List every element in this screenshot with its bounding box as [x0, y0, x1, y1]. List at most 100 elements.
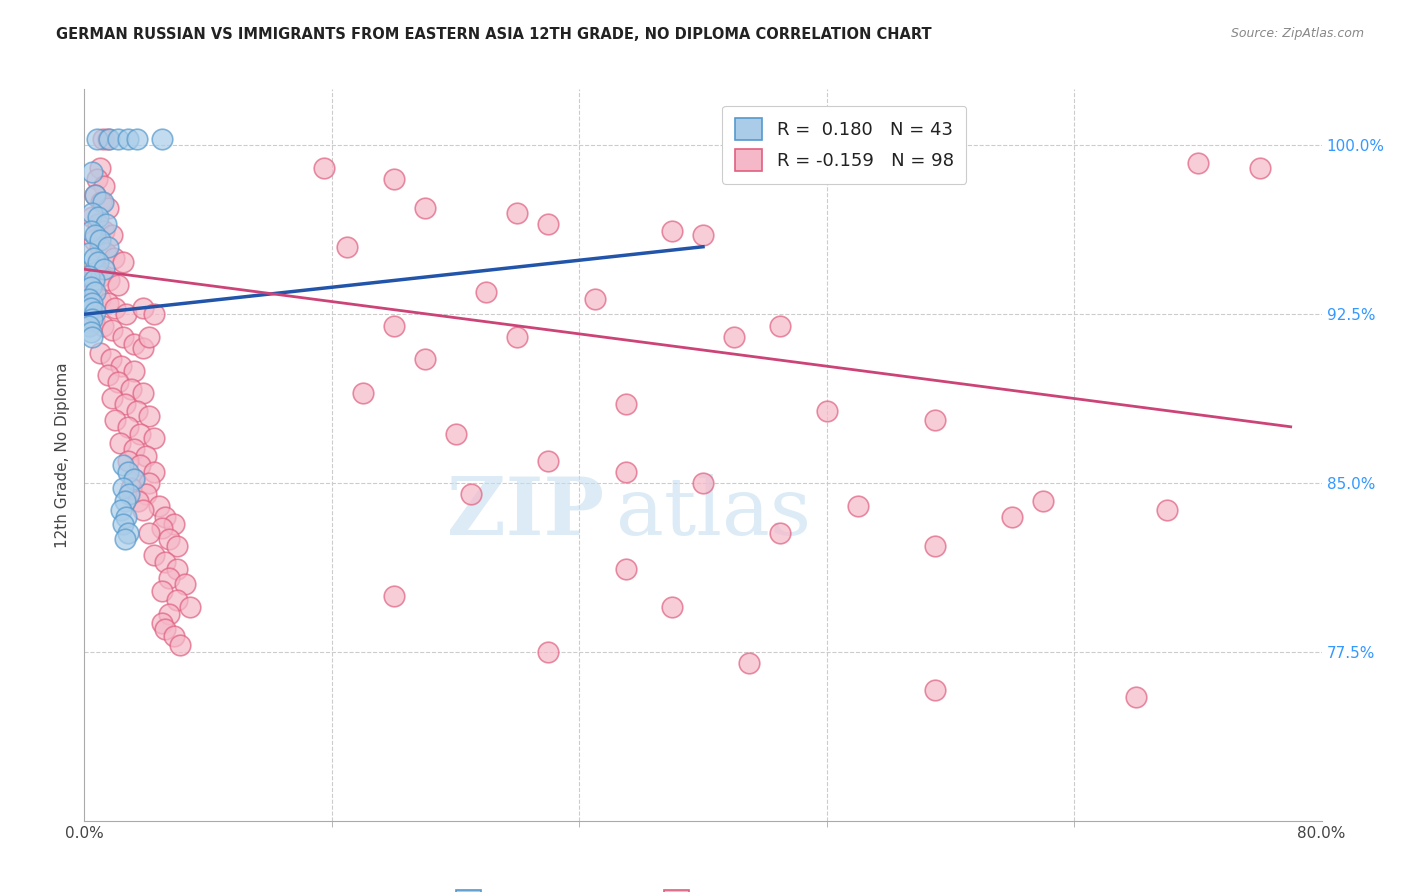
Point [132, 386, 155, 401]
Point [107, 375, 129, 389]
Point [100, 352, 122, 367]
Point [1249, 161, 1271, 175]
Point [89, 240, 111, 254]
Point [150, 615, 173, 630]
Point [692, 228, 714, 243]
Point [110, 359, 132, 373]
Point [314, 161, 336, 175]
Point [122, 363, 145, 377]
Point [87, 255, 110, 269]
Point [125, 404, 148, 418]
Text: Source: ZipAtlas.com: Source: ZipAtlas.com [1230, 27, 1364, 40]
Point [815, 404, 838, 418]
Point [169, 638, 191, 652]
Point [93, 224, 115, 238]
Point [769, 525, 792, 540]
Point [506, 330, 529, 344]
Point [1156, 503, 1178, 517]
Point [138, 330, 160, 344]
Point [112, 481, 135, 495]
Point [115, 509, 138, 524]
Point [153, 623, 176, 637]
Text: ZIP: ZIP [447, 475, 605, 552]
Point [179, 599, 201, 614]
Point [614, 397, 637, 411]
Point [90, 268, 112, 283]
Point [112, 516, 135, 531]
Point [661, 599, 683, 614]
Point [108, 435, 131, 450]
Point [101, 228, 124, 243]
Point [166, 539, 188, 553]
Point [122, 442, 145, 457]
Point [924, 413, 946, 427]
Point [86, 172, 108, 186]
Point [336, 240, 359, 254]
Point [93, 178, 115, 193]
Point [93, 262, 115, 277]
Point [138, 476, 160, 491]
Point [98, 132, 121, 146]
Point [91, 132, 114, 146]
Point [148, 499, 170, 513]
Point [537, 217, 560, 231]
Point [104, 301, 127, 315]
Point [166, 593, 188, 607]
Point [82, 285, 104, 299]
Point [159, 571, 180, 585]
Point [129, 458, 152, 472]
Point [84, 188, 107, 202]
Point [82, 165, 104, 179]
Point [84, 228, 107, 243]
Point [143, 465, 166, 479]
Point [87, 217, 110, 231]
Point [143, 307, 166, 321]
Point [83, 273, 105, 287]
Point [110, 503, 132, 517]
Point [132, 503, 155, 517]
Point [84, 285, 107, 299]
Point [77, 268, 100, 283]
Point [163, 629, 186, 643]
Point [692, 476, 714, 491]
Point [82, 211, 104, 225]
Point [1032, 494, 1054, 508]
Point [159, 607, 180, 621]
Point [79, 301, 101, 315]
Point [84, 262, 107, 277]
Point [98, 273, 121, 287]
Point [96, 296, 118, 310]
Point [153, 555, 176, 569]
Point [1001, 509, 1024, 524]
Point [86, 132, 108, 146]
Point [122, 336, 145, 351]
Point [506, 206, 529, 220]
Point [117, 132, 139, 146]
Point [125, 132, 148, 146]
Point [118, 487, 141, 501]
Point [413, 352, 436, 367]
Point [444, 426, 467, 441]
Point [924, 683, 946, 698]
Point [163, 516, 186, 531]
Point [135, 449, 157, 463]
Point [475, 285, 498, 299]
Point [89, 345, 111, 359]
Point [82, 330, 104, 344]
Point [117, 465, 139, 479]
Point [583, 292, 606, 306]
Point [924, 539, 946, 553]
Point [153, 509, 176, 524]
Point [614, 465, 637, 479]
Point [104, 413, 127, 427]
Point [114, 397, 136, 411]
Legend: German Russians, Immigrants from Eastern Asia: German Russians, Immigrants from Eastern… [446, 880, 960, 892]
Point [83, 314, 105, 328]
Point [723, 330, 745, 344]
Point [84, 305, 107, 319]
Point [122, 471, 145, 485]
Point [127, 494, 149, 508]
Point [132, 301, 155, 315]
Point [738, 656, 761, 670]
Point [77, 318, 100, 333]
